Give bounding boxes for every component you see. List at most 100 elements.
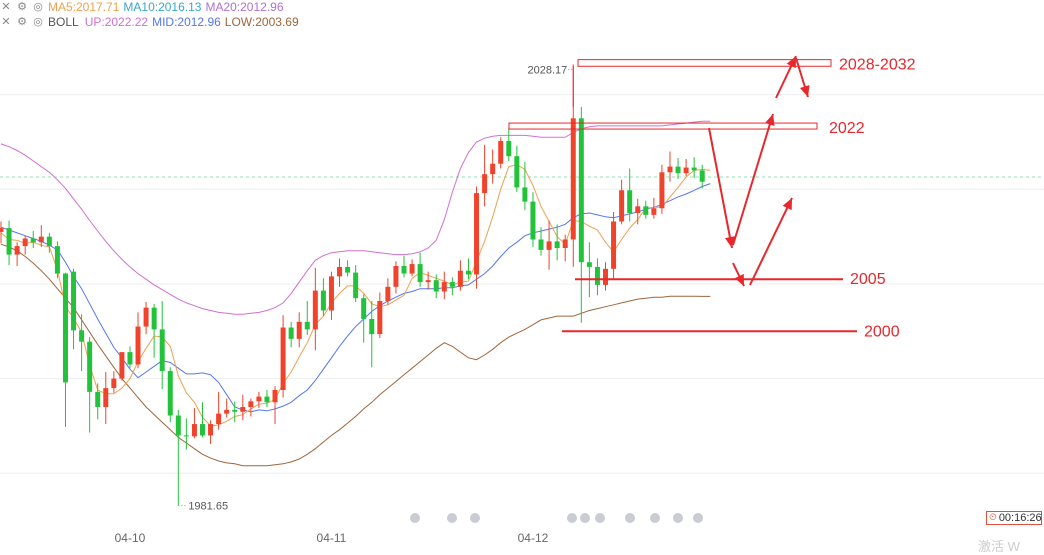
candle-body [22,238,28,247]
candle-body [87,341,93,392]
candle-body [538,239,544,250]
candle-body [603,268,608,285]
candle-body [38,236,44,243]
candle-body [353,272,359,299]
candle-body [328,276,334,311]
candle-body [433,280,439,292]
candle-body [119,352,125,379]
candle-body [0,228,4,232]
candle-body [183,435,189,437]
candle-body [248,401,254,408]
candle-body [465,270,471,275]
candle-body [320,290,326,311]
candle-body [578,118,584,263]
clock-icon: ⏲ [989,512,997,523]
high-price-label: 2028.17 [527,64,567,76]
candle-body [159,329,165,372]
eye-icon[interactable]: ◎ [33,1,43,13]
candle-body [611,221,617,269]
candle-body [175,415,181,436]
candle-body [345,266,351,273]
level-label: 2000 [864,323,900,340]
candle-body [312,290,318,330]
close-icon[interactable]: ✕ [1,1,11,13]
candle-body [240,407,246,412]
annotations: 2028.17 1981.65 2028-2032 2022 2005 2000 [178,55,916,512]
candle-body [699,170,705,182]
candle-body [377,301,383,335]
event-marker [595,513,605,523]
level-label: 2005 [850,271,886,288]
candle-body [619,190,625,222]
boll-mid-value: MID:2012.96 [152,15,221,29]
projection-arrow-down-head [725,236,735,248]
candle-body [62,273,68,383]
boll-low-value: LOW:2003.69 [224,15,299,29]
candle-body [635,206,641,213]
projection-arrow-down [708,127,733,249]
close-icon[interactable]: ✕ [1,16,11,28]
candles [0,64,705,506]
candle-body [562,239,568,248]
candle-body [6,228,12,255]
projection-arrow-up-2005-head [782,198,792,211]
candle-body [103,388,109,408]
candle-body [643,206,649,215]
countdown-text: 00:16:26 [998,512,1042,524]
ma-legend: ✕ ⚙ ◎ MA5:2017.71 MA10:2016.13 MA20:2012… [0,0,284,15]
candle-body [369,318,375,335]
eye-icon[interactable]: ◎ [33,16,43,28]
projection-arrow-up-2028-head [786,56,796,69]
candle-body [570,118,576,240]
boll-lower-line [0,243,711,467]
candle-body [530,201,536,240]
zone-label: 2028-2032 [839,57,916,74]
watermark: 激活 W [978,539,1020,554]
candle-body [30,238,36,243]
candle-body [143,307,149,327]
x-tick-label: 04-11 [317,531,347,545]
event-marker [447,513,457,523]
candle-body [554,241,560,248]
candle-body [46,236,52,247]
x-axis: 04-10 04-11 04-12 [115,513,703,545]
candle-body [659,172,665,209]
candle-body [490,163,496,175]
x-tick-label: 04-10 [115,531,146,545]
candle-body [506,141,512,157]
countdown-timer: ⏲ 00:16:26 [986,511,1042,525]
candle-body [522,187,528,202]
boll-legend: ✕ ⚙ ◎ BOLL UP:2022.22 MID:2012.96 LOW:20… [0,15,299,30]
candle-body [482,174,488,194]
candle-body [288,327,294,339]
candle-body [514,156,520,188]
boll-label: BOLL [48,15,79,29]
gear-icon[interactable]: ⚙ [17,16,27,28]
event-marker [650,513,660,523]
ma20-value: MA20:2012.96 [205,0,284,14]
candle-body [216,413,222,425]
candle-body [280,327,286,390]
event-marker [693,513,703,523]
x-tick-label: 04-12 [518,531,549,545]
candle-body [208,424,214,436]
candle-body [111,378,117,389]
candle-body [151,307,157,330]
candle-body [79,330,85,342]
candle-body [14,246,20,255]
zone-box [577,59,832,67]
candle-body [457,270,463,287]
zone-label: 2022 [829,120,865,137]
candle-body [683,167,689,174]
candle-body [385,286,391,302]
projection-arrow-up-2022 [732,113,774,246]
candle-body [667,166,673,173]
ma5-value: MA5:2017.71 [48,0,120,14]
candle-body [498,141,504,164]
event-marker [470,513,480,523]
zone-box [508,122,818,130]
projection-arrow-down-2022-head [799,85,810,97]
candle-body [296,321,302,339]
gear-icon[interactable]: ⚙ [17,1,27,13]
